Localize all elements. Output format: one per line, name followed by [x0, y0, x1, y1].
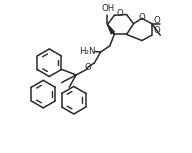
- Text: H₂N: H₂N: [79, 47, 96, 56]
- Polygon shape: [108, 24, 114, 34]
- Text: O: O: [138, 13, 145, 22]
- Text: OH: OH: [102, 4, 115, 13]
- Text: O: O: [116, 9, 123, 18]
- Text: O: O: [85, 63, 91, 72]
- Text: O: O: [153, 26, 160, 35]
- Text: O: O: [153, 16, 160, 25]
